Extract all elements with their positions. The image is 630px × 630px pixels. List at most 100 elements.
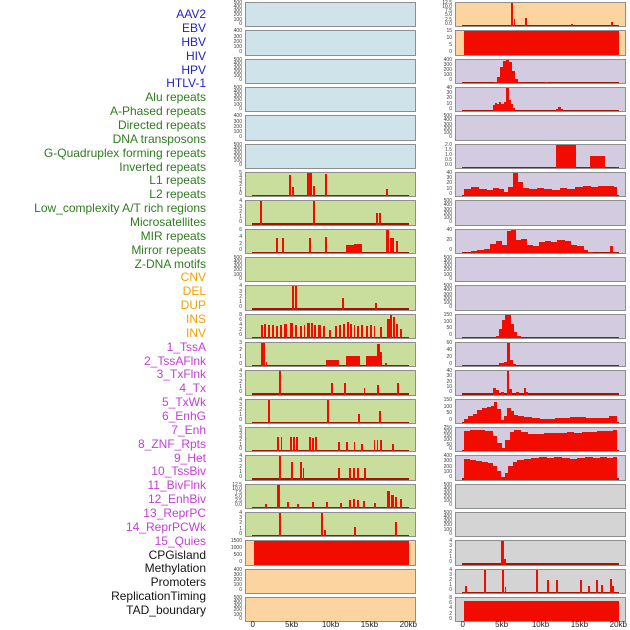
data-bar bbox=[497, 408, 501, 423]
row-label-12_EnhBiv: 12_EnhBiv bbox=[147, 492, 206, 507]
data-bar bbox=[312, 438, 314, 452]
y-tick-label: 2 bbox=[239, 346, 242, 353]
y-tick-label: 250 bbox=[443, 424, 452, 431]
data-bar bbox=[498, 363, 504, 367]
y-tick-label: 300 bbox=[233, 263, 242, 270]
data-bar bbox=[592, 457, 601, 480]
data-bar bbox=[463, 601, 620, 622]
y-tick-label: 150 bbox=[443, 433, 452, 440]
y-tick-label: 0 bbox=[449, 559, 452, 566]
data-bar bbox=[503, 102, 506, 112]
data-bar bbox=[606, 457, 613, 480]
y-tick-label: 0.0 bbox=[235, 502, 242, 509]
y-tick-label: 500 bbox=[233, 0, 242, 6]
track-panel-DNA transposons bbox=[245, 256, 416, 283]
row-label-EBV: EBV bbox=[181, 20, 206, 35]
track-panel-Promoters bbox=[455, 540, 626, 566]
data-bar bbox=[387, 319, 390, 338]
data-bar bbox=[362, 500, 365, 508]
data-bar bbox=[522, 188, 530, 197]
y-tick-label: 2 bbox=[239, 407, 242, 414]
y-tick-label: 300 bbox=[443, 518, 452, 525]
track-panel-Low_complexity A/T rich regions bbox=[245, 398, 416, 424]
data-bar bbox=[590, 156, 606, 168]
data-bar bbox=[325, 174, 328, 197]
data-bar bbox=[492, 436, 498, 452]
x-axis-tick-label: 20kb bbox=[609, 619, 627, 629]
track-panel-G-Quadruplex forming repeats bbox=[245, 285, 416, 311]
y-tick-label: 5.0 bbox=[235, 494, 242, 501]
row-label-Microsatellites: Microsatellites bbox=[129, 214, 206, 229]
data-bar bbox=[492, 188, 500, 197]
y-tick-label: 200 bbox=[443, 267, 452, 274]
row-label-Low_complexity A/T rich regions: Low_complexity A/T rich regions bbox=[34, 201, 206, 216]
zero-baseline bbox=[251, 478, 410, 480]
y-tick-label: 0 bbox=[239, 20, 242, 27]
data-bar bbox=[506, 342, 510, 367]
zero-baseline bbox=[251, 534, 410, 537]
data-bar bbox=[492, 105, 495, 112]
data-bar bbox=[503, 415, 507, 423]
data-bar bbox=[378, 212, 381, 225]
data-bar bbox=[505, 314, 509, 338]
y-tick-label: 100 bbox=[443, 498, 452, 505]
track-panel-ReplicationTiming bbox=[455, 568, 626, 594]
data-bar bbox=[342, 323, 345, 338]
data-bar bbox=[268, 325, 271, 338]
row-label-HTLV-1: HTLV-1 bbox=[166, 76, 206, 91]
y-tick-label: 500 bbox=[443, 283, 452, 290]
y-tick-label: 200 bbox=[443, 295, 452, 302]
data-bar bbox=[503, 361, 507, 367]
y-tick-label: 0 bbox=[239, 190, 242, 197]
data-bar bbox=[477, 410, 483, 423]
data-bar bbox=[503, 558, 506, 565]
data-bar bbox=[477, 250, 484, 253]
data-bar bbox=[512, 363, 516, 367]
data-bar bbox=[496, 77, 500, 83]
track-panel-TAD_boundary bbox=[455, 596, 626, 623]
data-bar bbox=[312, 201, 315, 225]
data-bar bbox=[465, 585, 468, 593]
y-tick-label: 400 bbox=[233, 113, 242, 120]
data-bar bbox=[488, 463, 493, 480]
y-tick-label: 1500 bbox=[230, 538, 242, 545]
y-tick-label: 0 bbox=[239, 304, 242, 311]
data-bar bbox=[373, 326, 376, 338]
track-panel-11_BivFlnk bbox=[455, 341, 626, 368]
track-panel-MIR repeats bbox=[245, 455, 416, 481]
data-bar bbox=[352, 498, 356, 508]
y-tick-label: 30 bbox=[446, 373, 452, 380]
y-tick-label: 200 bbox=[443, 494, 452, 501]
data-bar bbox=[463, 459, 470, 480]
data-bar bbox=[361, 325, 364, 338]
y-tick-label: 100 bbox=[443, 271, 452, 278]
y-tick-label: 1 bbox=[239, 525, 242, 532]
data-bar bbox=[565, 241, 572, 253]
y-tick-label: 200 bbox=[233, 97, 242, 104]
row-label-DEL: DEL bbox=[182, 284, 206, 299]
data-bar bbox=[469, 459, 476, 480]
y-tick-label: 300 bbox=[443, 61, 452, 68]
y-tick-label: 1 bbox=[239, 353, 242, 360]
y-tick-label: 4 bbox=[239, 509, 242, 516]
data-bar bbox=[296, 504, 299, 508]
y-tick-label: 3 bbox=[239, 339, 242, 346]
y-tick-label: 0 bbox=[239, 105, 242, 112]
y-tick-label: 0 bbox=[239, 445, 242, 452]
y-tick-label: 0 bbox=[239, 474, 242, 481]
y-tick-label: 0 bbox=[449, 304, 452, 311]
y-tick-label: 40 bbox=[446, 346, 452, 353]
data-bar bbox=[278, 512, 282, 537]
track-panel-14_ReprPCWk bbox=[455, 426, 626, 453]
y-tick-label: 0 bbox=[449, 474, 452, 481]
data-bar bbox=[324, 530, 326, 537]
data-bar bbox=[485, 430, 493, 452]
row-label-Z-DNA motifs: Z-DNA motifs bbox=[134, 256, 206, 271]
data-bar bbox=[513, 19, 516, 27]
y-tick-label: 400 bbox=[443, 485, 452, 492]
data-bar bbox=[277, 484, 280, 508]
row-label-Promoters: Promoters bbox=[150, 575, 206, 590]
data-bar bbox=[345, 244, 354, 253]
data-bar bbox=[559, 188, 568, 197]
